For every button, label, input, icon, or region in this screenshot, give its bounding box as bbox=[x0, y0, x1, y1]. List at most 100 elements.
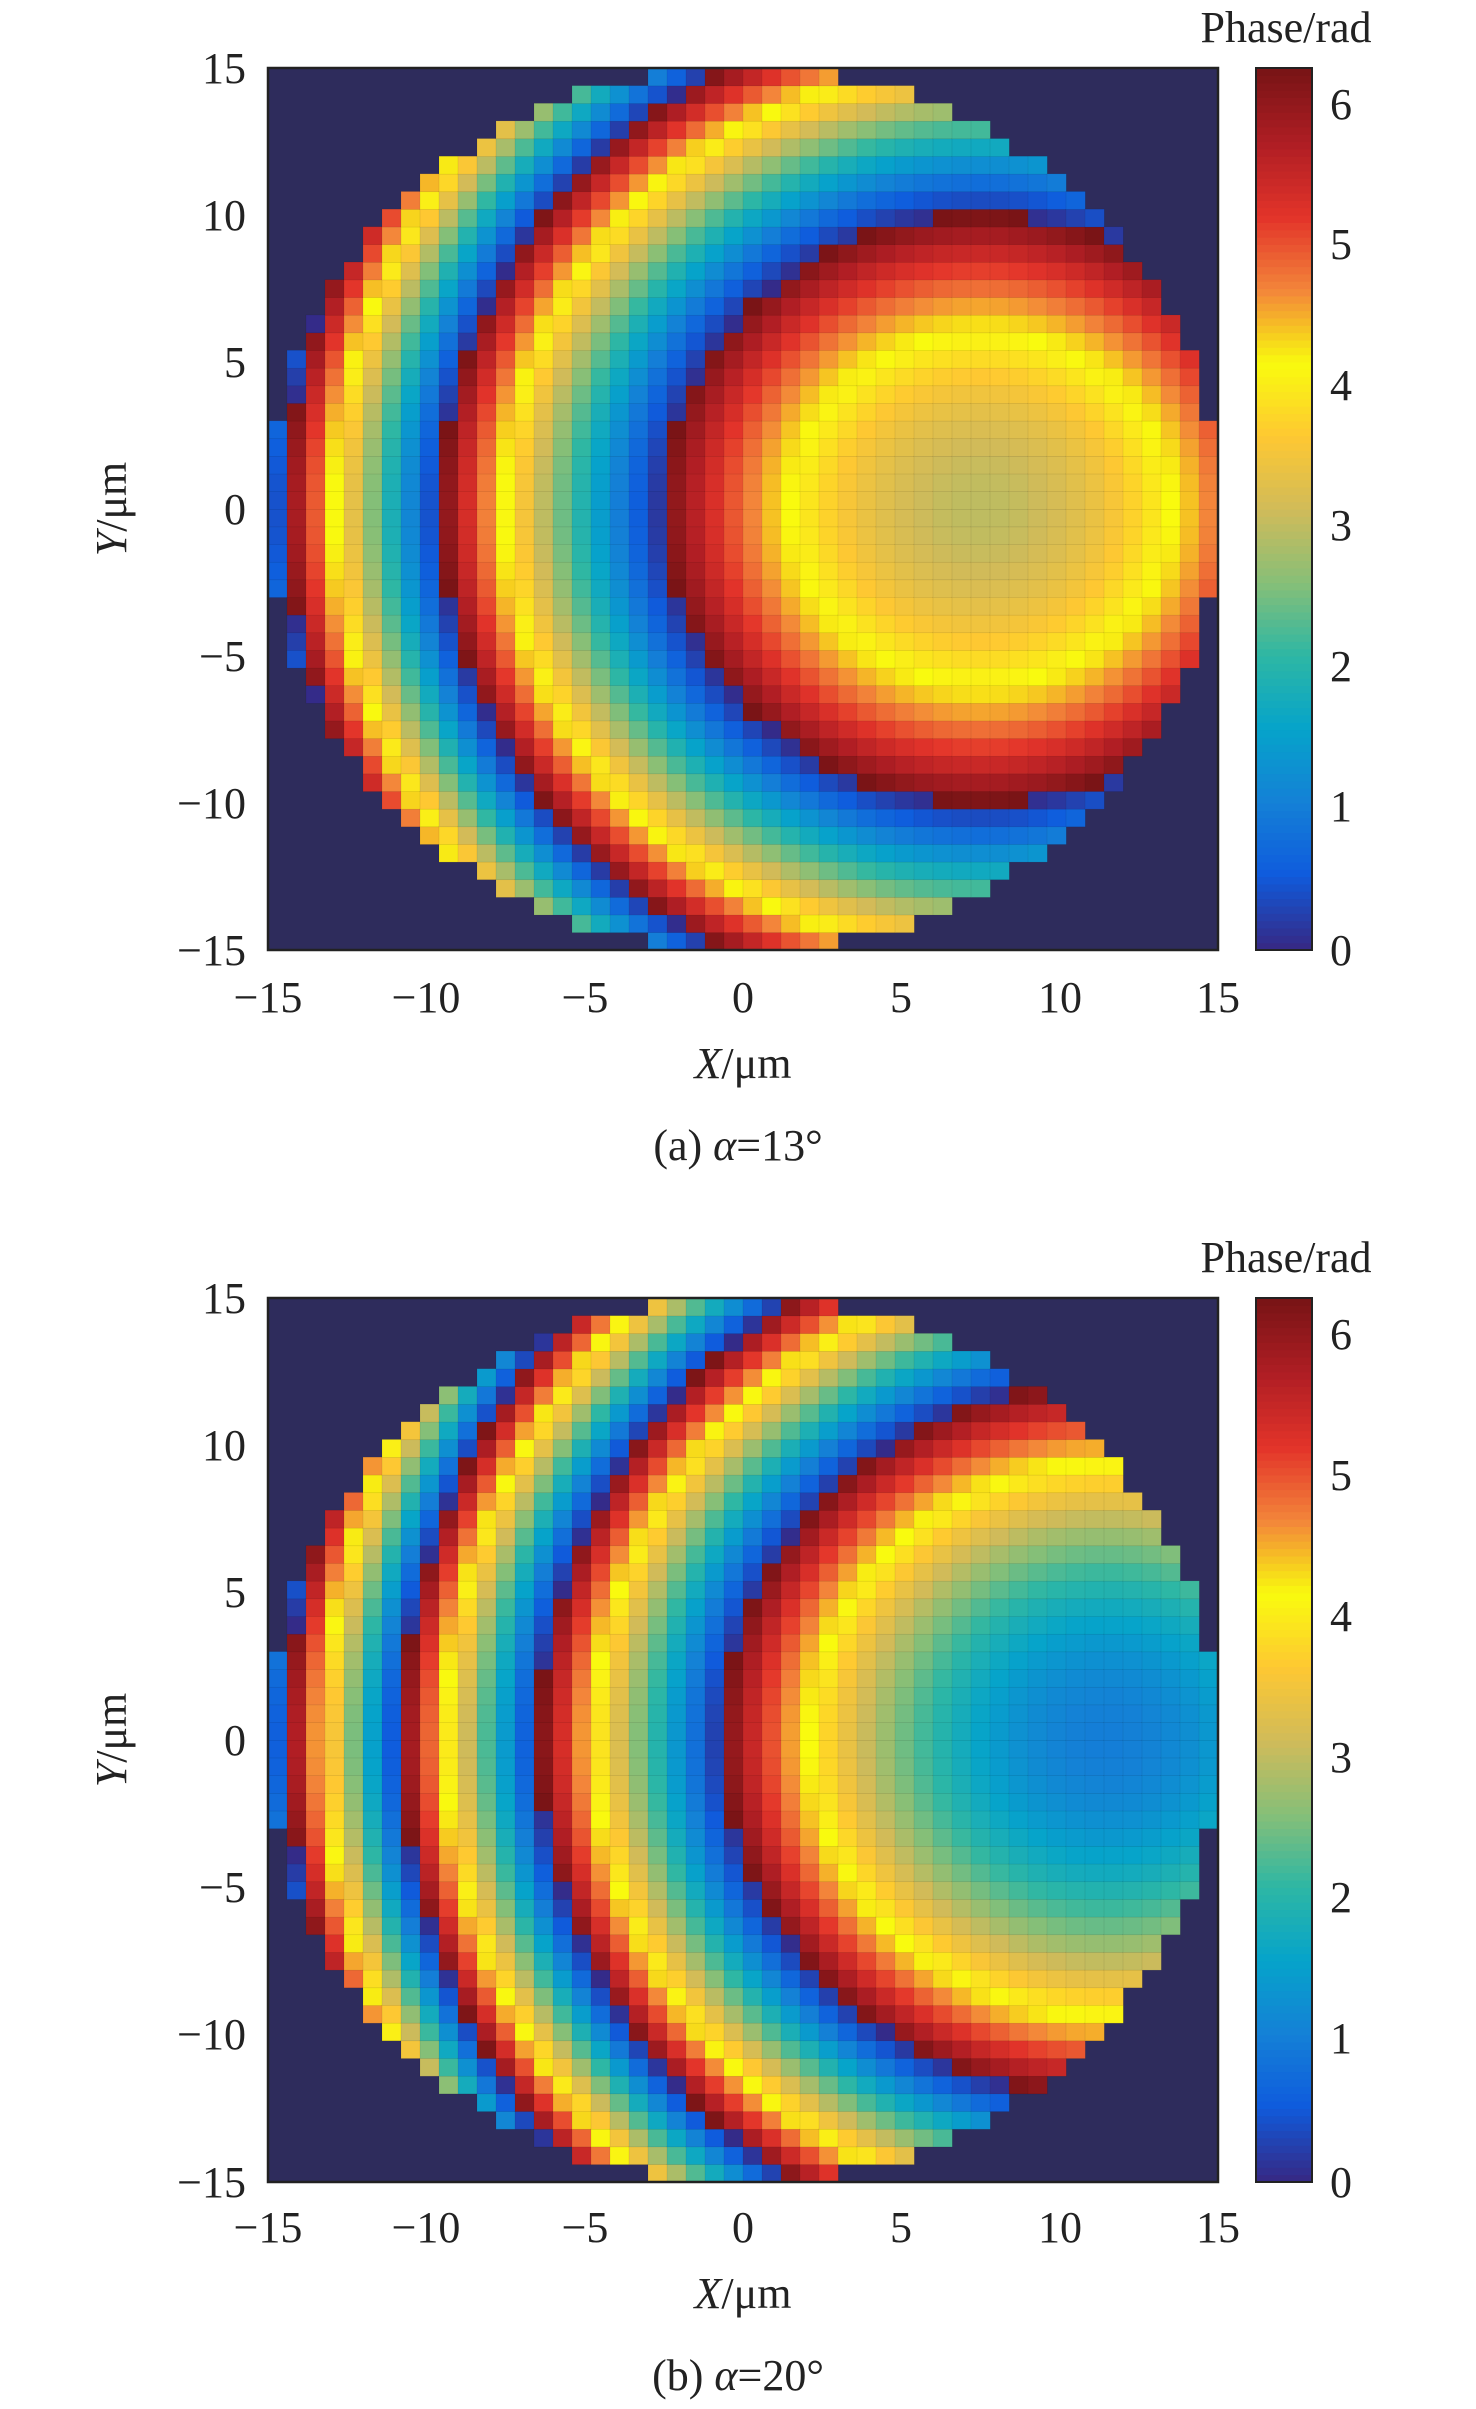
phase-cell bbox=[495, 649, 516, 669]
phase-cell bbox=[780, 314, 801, 334]
phase-cell bbox=[324, 1633, 345, 1653]
phase-cell bbox=[799, 438, 820, 457]
panel-b-y-tick-label: 5 bbox=[224, 1568, 246, 1617]
phase-cell bbox=[628, 1527, 649, 1547]
phase-cell bbox=[666, 2146, 687, 2165]
phase-cell bbox=[1046, 1562, 1067, 1582]
phase-cell bbox=[856, 879, 877, 898]
phase-cell bbox=[590, 896, 611, 916]
phase-cell bbox=[609, 173, 630, 193]
phase-cell bbox=[704, 2004, 725, 2024]
phase-cell bbox=[533, 1704, 554, 1723]
phase-cell bbox=[913, 1562, 934, 1582]
phase-cell bbox=[818, 843, 839, 863]
panel-b-y-tick-label: −10 bbox=[177, 2010, 246, 2059]
phase-cell bbox=[1122, 1828, 1143, 1847]
colorbar-band bbox=[1256, 729, 1312, 738]
phase-cell bbox=[419, 491, 440, 510]
phase-cell bbox=[514, 1704, 535, 1723]
phase-cell bbox=[1103, 1969, 1124, 1989]
phase-cell bbox=[780, 1668, 801, 1688]
phase-cell bbox=[628, 1368, 649, 1387]
phase-cell bbox=[1008, 1810, 1029, 1829]
phase-cell bbox=[438, 543, 459, 563]
phase-cell bbox=[932, 1881, 953, 1900]
phase-cell bbox=[951, 261, 972, 281]
phase-cell bbox=[780, 755, 801, 775]
phase-cell bbox=[647, 455, 668, 475]
phase-cell bbox=[932, 1492, 953, 1511]
phase-cell bbox=[1122, 649, 1143, 669]
colorbar-band bbox=[1256, 229, 1312, 238]
phase-cell bbox=[970, 1598, 991, 1617]
phase-cell bbox=[913, 790, 934, 810]
phase-cell bbox=[381, 561, 402, 581]
phase-cell bbox=[1103, 596, 1124, 616]
phase-cell bbox=[647, 1545, 668, 1564]
phase-cell bbox=[1008, 579, 1029, 598]
phase-cell bbox=[400, 685, 421, 704]
phase-cell bbox=[913, 1368, 934, 1387]
phase-cell bbox=[514, 120, 535, 140]
phase-cell bbox=[780, 2075, 801, 2095]
phase-cell bbox=[552, 1792, 573, 1812]
phase-cell bbox=[913, 702, 934, 722]
phase-cell bbox=[723, 1739, 744, 1759]
phase-cell bbox=[970, 1580, 991, 1600]
phase-cell bbox=[875, 1633, 896, 1653]
phase-cell bbox=[723, 896, 744, 916]
phase-cell bbox=[723, 543, 744, 563]
phase-cell bbox=[476, 1916, 497, 1936]
phase-cell bbox=[913, 843, 934, 863]
phase-cell bbox=[913, 1881, 934, 1900]
phase-cell bbox=[666, 438, 687, 457]
phase-cell bbox=[989, 1686, 1010, 1706]
phase-cell bbox=[723, 138, 744, 157]
phase-cell bbox=[951, 2022, 972, 2042]
phase-cell bbox=[1103, 2004, 1124, 2024]
phase-cell bbox=[1046, 1545, 1067, 1564]
phase-cell bbox=[1084, 455, 1105, 475]
phase-cell bbox=[495, 1456, 516, 1476]
phase-cell bbox=[1008, 226, 1029, 245]
phase-cell bbox=[837, 1651, 858, 1670]
phase-cell bbox=[837, 1898, 858, 1918]
phase-cell bbox=[438, 1686, 459, 1706]
phase-cell bbox=[1027, 508, 1048, 528]
panel-b-x-axis-unit: /μm bbox=[721, 2269, 791, 2318]
phase-cell bbox=[343, 1916, 364, 1936]
phase-cell bbox=[742, 1545, 763, 1564]
phase-cell bbox=[761, 1580, 782, 1600]
phase-cell bbox=[628, 826, 649, 845]
phase-cell bbox=[780, 2057, 801, 2077]
phase-cell bbox=[1084, 1845, 1105, 1865]
phase-cell bbox=[761, 1350, 782, 1370]
phase-cell bbox=[476, 1651, 497, 1670]
phase-cell bbox=[837, 685, 858, 704]
phase-cell bbox=[495, 1598, 516, 1617]
phase-cell bbox=[419, 649, 440, 669]
phase-cell bbox=[704, 773, 725, 792]
phase-cell bbox=[1084, 385, 1105, 404]
phase-cell bbox=[647, 1615, 668, 1635]
phase-cell bbox=[666, 1456, 687, 1476]
phase-cell bbox=[400, 649, 421, 669]
phase-cell bbox=[324, 685, 345, 704]
phase-cell bbox=[666, 1615, 687, 1635]
phase-cell bbox=[457, 1615, 478, 1635]
phase-cell bbox=[1027, 1775, 1048, 1794]
phase-cell bbox=[324, 367, 345, 387]
phase-cell bbox=[286, 1792, 307, 1812]
phase-cell bbox=[438, 2057, 459, 2077]
phase-cell bbox=[438, 1863, 459, 1883]
phase-cell bbox=[1065, 1951, 1086, 1971]
phase-cell bbox=[514, 1421, 535, 1441]
phase-cell bbox=[362, 596, 383, 616]
phase-cell bbox=[704, 861, 725, 881]
phase-cell bbox=[685, 914, 706, 933]
phase-cell bbox=[609, 843, 630, 863]
phase-cell bbox=[1141, 1509, 1162, 1529]
colorbar-band bbox=[1256, 1879, 1312, 1888]
phase-cell bbox=[609, 1757, 630, 1776]
phase-cell bbox=[932, 596, 953, 616]
